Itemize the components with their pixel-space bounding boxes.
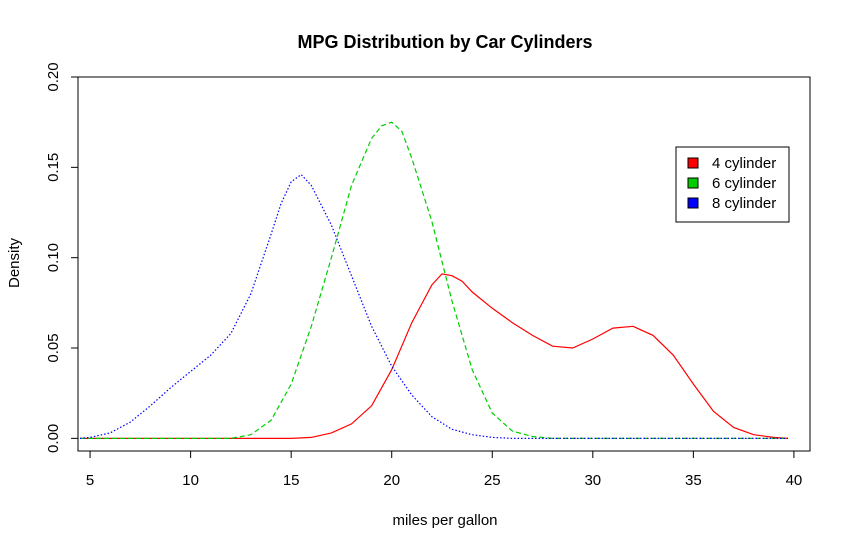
x-tick-label: 5 <box>86 472 94 489</box>
x-tick-label: 30 <box>584 472 601 489</box>
legend: 4 cylinder 6 cylinder 8 cylinder <box>675 146 790 223</box>
y-axis-label: Density <box>6 237 23 288</box>
legend-label-6cyl: 6 cylinder <box>712 175 776 192</box>
plot-frame <box>77 76 811 452</box>
x-tick-label: 20 <box>383 472 400 489</box>
y-tick-label: 0.00 <box>45 424 62 453</box>
legend-swatch-4cyl <box>687 157 699 169</box>
legend-swatch-6cyl <box>687 177 699 189</box>
series-line-6-cylinder <box>80 121 788 439</box>
x-axis: 5 10 15 20 25 30 35 40 <box>86 450 803 489</box>
legend-swatch-8cyl <box>687 197 699 209</box>
y-tick-label: 0.15 <box>45 153 62 182</box>
series-line-8-cylinder <box>79 173 788 439</box>
x-tick-label: 40 <box>786 472 803 489</box>
x-tick-label: 25 <box>484 472 501 489</box>
x-tick-label: 15 <box>283 472 300 489</box>
series-layer <box>79 121 788 439</box>
chart-title: MPG Distribution by Car Cylinders <box>297 32 592 52</box>
y-tick-label: 0.05 <box>45 333 62 362</box>
legend-label-4cyl: 4 cylinder <box>712 155 776 172</box>
x-axis-label: miles per gallon <box>392 512 497 529</box>
x-tick-label: 35 <box>685 472 702 489</box>
legend-label-8cyl: 8 cylinder <box>712 195 776 212</box>
y-tick-label: 0.20 <box>45 62 62 91</box>
y-tick-label: 0.10 <box>45 243 62 272</box>
series-line-4-cylinder <box>80 273 788 439</box>
x-tick-label: 10 <box>182 472 199 489</box>
y-axis: 0.00 0.05 0.10 0.15 0.20 <box>45 62 79 453</box>
